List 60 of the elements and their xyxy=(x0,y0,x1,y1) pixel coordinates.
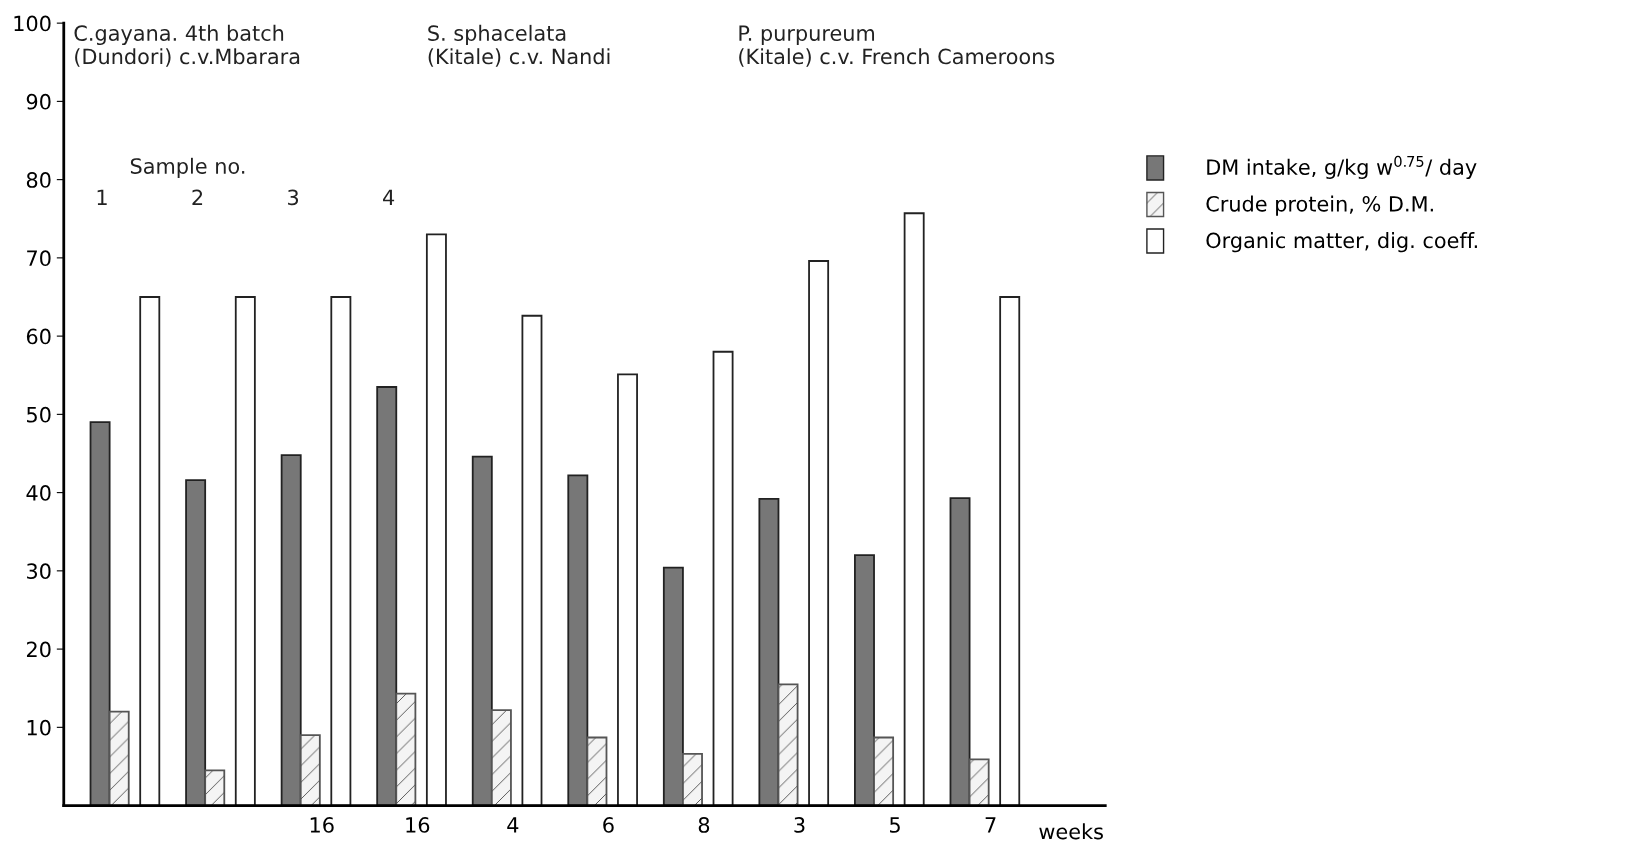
y-tick-label: 40 xyxy=(26,485,51,501)
bar xyxy=(999,296,1021,806)
bar xyxy=(521,314,543,806)
bar xyxy=(376,386,398,806)
x-tick-label: 3 xyxy=(794,817,805,833)
x-tick-label: 16 xyxy=(406,817,430,833)
bar xyxy=(808,260,830,806)
bar xyxy=(949,497,971,806)
bar xyxy=(567,474,589,806)
legend-label: Crude protein, % D.M. xyxy=(1206,195,1433,216)
bar xyxy=(471,455,493,806)
y-tick-label: 30 xyxy=(27,563,51,580)
x-tick-label: 16 xyxy=(310,817,334,833)
bar xyxy=(204,769,226,806)
annotation: 3 xyxy=(288,189,299,206)
bar xyxy=(854,554,875,806)
y-tick-label: 80 xyxy=(26,172,51,188)
bar xyxy=(712,350,734,806)
y-tick-label: 60 xyxy=(26,328,51,345)
y-tick-label: 70 xyxy=(27,250,51,267)
x-tick-label: 6 xyxy=(603,817,614,833)
bar xyxy=(758,497,780,806)
annotation: 4 xyxy=(383,189,395,205)
legend-label: Organic matter, dig. coeff. xyxy=(1206,232,1477,253)
y-tick-label: 10 xyxy=(27,719,51,736)
bar xyxy=(873,736,895,806)
annotation: Sample no. xyxy=(130,157,245,178)
text: weeks xyxy=(1039,823,1103,840)
bar xyxy=(662,566,684,806)
annotation: P. purpureum (Kitale) c.v. French Cameroons xyxy=(739,25,1055,67)
bar xyxy=(777,683,799,806)
y-tick-label: 100 xyxy=(14,15,51,32)
legend-label: DM intake, g/kg w$^{0.75}$/ day xyxy=(1207,155,1477,179)
annotation: 1 xyxy=(97,189,107,205)
y-tick-label: 20 xyxy=(26,641,51,658)
bar xyxy=(490,709,512,806)
bar xyxy=(234,296,256,806)
y-tick-label: 90 xyxy=(26,93,51,110)
bar xyxy=(903,212,925,806)
y-tick-label: 50 xyxy=(27,406,51,423)
annotation: C.gayana. 4th batch (Dundori) c.v.Mbarara xyxy=(74,24,300,67)
x-tick-label: 7 xyxy=(985,817,996,833)
bar xyxy=(280,454,302,806)
bar xyxy=(682,753,703,806)
bar xyxy=(299,734,321,806)
bar xyxy=(425,233,447,806)
x-tick-label: 5 xyxy=(890,817,900,833)
bar xyxy=(108,710,130,806)
annotation: 2 xyxy=(192,189,203,205)
bar xyxy=(617,373,638,806)
bar xyxy=(395,692,417,806)
bar xyxy=(586,736,608,806)
bar xyxy=(89,421,111,806)
x-tick-label: 4 xyxy=(507,817,519,833)
bar xyxy=(185,479,207,806)
bar xyxy=(968,758,990,806)
x-tick-label: 8 xyxy=(698,817,710,833)
bar xyxy=(330,296,352,806)
annotation: S. sphacelata (Kitale) c.v. Nandi xyxy=(428,24,610,67)
bar xyxy=(139,296,161,806)
